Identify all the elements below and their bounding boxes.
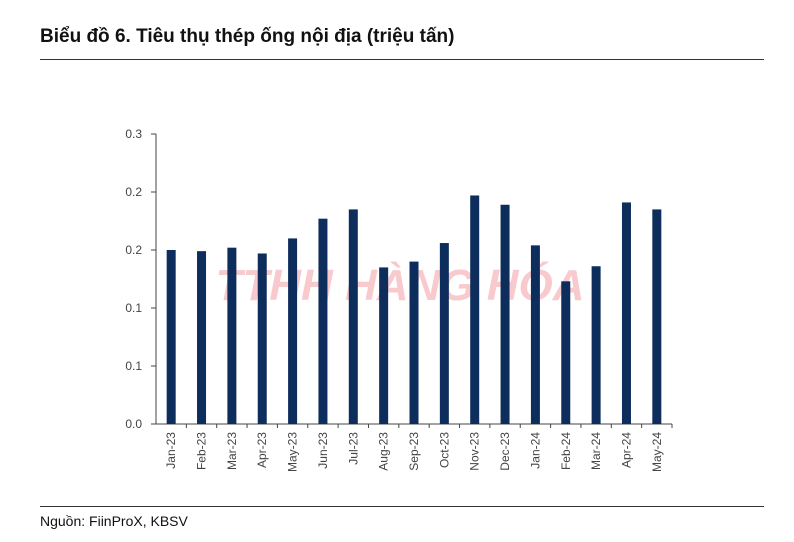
bar [409, 261, 419, 424]
x-tick-label: Nov-23 [468, 432, 482, 471]
bar [621, 202, 631, 424]
bar [197, 251, 207, 424]
bar [652, 209, 662, 424]
x-tick-label: Feb-24 [559, 432, 573, 470]
bar [257, 253, 267, 424]
x-tick-label: Dec-23 [498, 432, 512, 471]
bar [348, 209, 358, 424]
y-tick-label: 0.3 [125, 127, 142, 141]
x-tick-label: Sep-23 [407, 432, 421, 471]
bar [318, 218, 328, 424]
x-tick-label: Jan-23 [164, 432, 178, 469]
y-tick-label: 0.1 [125, 301, 142, 315]
x-tick-label: Aug-23 [377, 432, 391, 471]
y-tick-label: 0.1 [125, 359, 142, 373]
y-tick-label: 0.2 [125, 185, 142, 199]
bar [439, 243, 449, 424]
bar [227, 247, 237, 424]
x-tick-label: May-24 [650, 432, 664, 472]
source-rule [40, 506, 764, 507]
x-tick-label: Jul-23 [346, 432, 360, 465]
bar [379, 267, 389, 424]
x-tick-label: Apr-23 [255, 432, 269, 468]
bar [288, 238, 298, 424]
bar [470, 195, 480, 424]
x-tick-label: Feb-23 [195, 432, 209, 470]
x-tick-label: Mar-24 [589, 432, 603, 470]
y-tick-label: 0.0 [125, 417, 142, 431]
x-tick-label: Apr-24 [619, 432, 633, 468]
x-tick-label: Jan-24 [528, 432, 542, 469]
x-tick-label: Jun-23 [316, 432, 330, 469]
bar [591, 266, 601, 424]
bar [561, 281, 571, 424]
chart-title: Biểu đồ 6. Tiêu thụ thép ống nội địa (tr… [40, 26, 455, 47]
bar [500, 204, 510, 424]
bar [166, 250, 176, 424]
title-rule [40, 59, 764, 60]
x-tick-label: Mar-23 [225, 432, 239, 470]
source-note: Nguồn: FiinProX, KBSV [40, 513, 188, 529]
x-tick-label: May-23 [286, 432, 300, 472]
watermark: TTHH HÀNG HÓA [215, 260, 584, 310]
y-tick-label: 0.2 [125, 243, 142, 257]
x-tick-label: Oct-23 [437, 432, 451, 468]
bar [530, 245, 540, 424]
